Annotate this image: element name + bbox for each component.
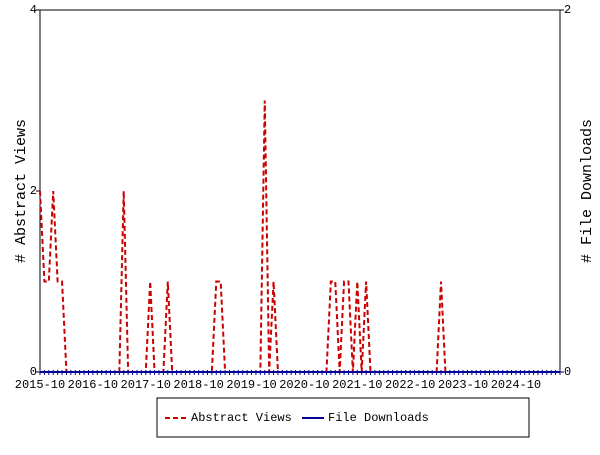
x-tick-label: 2024-10 [491, 378, 541, 392]
y-axis-label: # Abstract Views [13, 119, 30, 263]
x-tick-label: 2017-10 [121, 378, 171, 392]
y-tick-label: 2 [30, 184, 37, 198]
x-tick-label: 2015-10 [15, 378, 65, 392]
y-tick-label: 4 [30, 3, 37, 17]
y-tick-label: 0 [30, 365, 37, 379]
x-tick-label: 2020-10 [279, 378, 329, 392]
x-tick-label: 2023-10 [438, 378, 488, 392]
legend-label: File Downloads [328, 411, 429, 425]
x-tick-label: 2018-10 [173, 378, 223, 392]
x-tick-label: 2022-10 [385, 378, 435, 392]
y2-tick-label: 2 [564, 3, 571, 17]
legend-label: Abstract Views [191, 411, 292, 425]
x-tick-label: 2016-10 [68, 378, 118, 392]
legend [156, 397, 530, 438]
x-tick-label: 2021-10 [332, 378, 382, 392]
x-tick-label: 2019-10 [226, 378, 276, 392]
y2-axis-label: # File Downloads [579, 119, 596, 263]
y2-tick-label: 0 [564, 365, 571, 379]
